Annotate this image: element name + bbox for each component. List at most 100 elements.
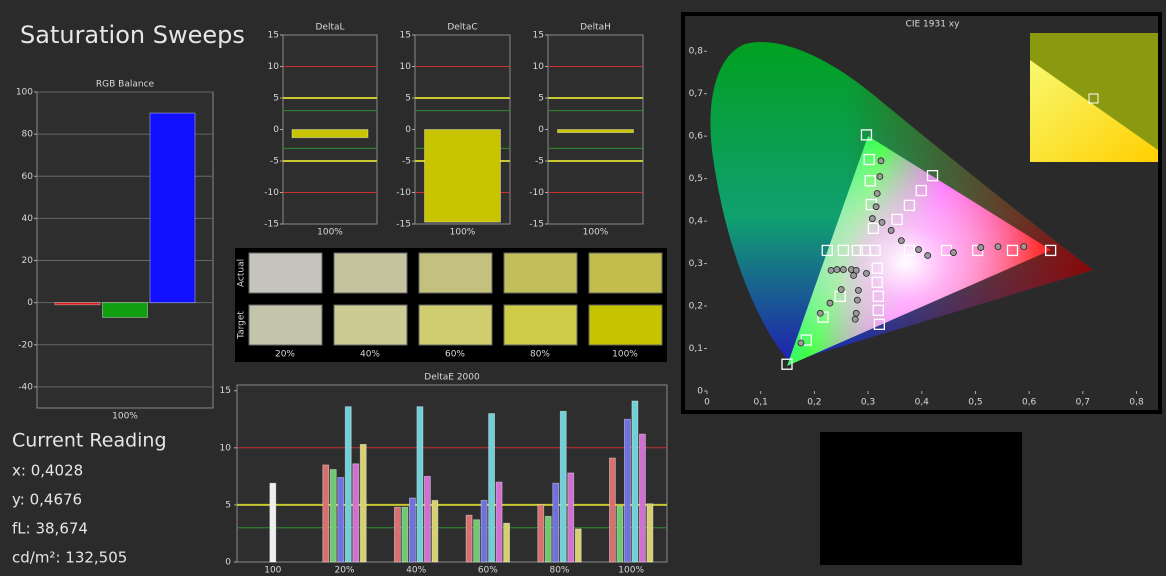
reading-line: cd/m²: 132,505 bbox=[12, 549, 127, 567]
swatch-target bbox=[503, 304, 578, 346]
y-tick-label: -20 bbox=[18, 340, 33, 350]
y-tick-label: 15 bbox=[268, 31, 279, 41]
x-tick-label: 60% bbox=[478, 566, 498, 576]
bar bbox=[344, 406, 352, 563]
chart-title: RGB Balance bbox=[96, 80, 155, 90]
measured-point bbox=[852, 266, 860, 274]
measured-point bbox=[863, 269, 870, 277]
swatch-actual bbox=[418, 252, 493, 294]
swatch-actual bbox=[503, 252, 578, 294]
x-tick-label: 0,5 bbox=[968, 398, 982, 408]
target-point bbox=[851, 244, 863, 257]
y-tick-label: 0 bbox=[27, 298, 33, 308]
target-point bbox=[903, 199, 916, 212]
y-tick-label: -10 bbox=[264, 188, 279, 198]
y-tick-label: -5 bbox=[270, 157, 279, 167]
measured-point bbox=[873, 190, 881, 197]
swatch-label: 60% bbox=[445, 350, 465, 360]
bar bbox=[495, 481, 503, 563]
y-tick-label: 0,3 bbox=[689, 259, 703, 269]
bar bbox=[616, 505, 624, 563]
target-point bbox=[860, 129, 873, 141]
swatch-label: 40% bbox=[360, 350, 380, 360]
x-tick-label: 100% bbox=[450, 228, 476, 238]
bar bbox=[269, 482, 277, 563]
chart-title: DeltaH bbox=[580, 23, 611, 33]
measured-point bbox=[878, 218, 886, 226]
x-tick-label: 0,6 bbox=[1022, 398, 1037, 408]
measured-point bbox=[950, 249, 957, 256]
target-point bbox=[872, 290, 884, 302]
y-tick-label: 15 bbox=[400, 31, 411, 41]
bar bbox=[559, 410, 567, 563]
swatch-label: 100% bbox=[612, 350, 638, 360]
measured-point bbox=[876, 173, 884, 180]
measured-point bbox=[853, 296, 861, 304]
y-tick-label: 60 bbox=[22, 172, 34, 182]
measured-point bbox=[833, 266, 841, 273]
reading-line: fL: 38,674 bbox=[12, 520, 88, 538]
swatch-target bbox=[248, 304, 323, 346]
y-tick-label: 5 bbox=[538, 94, 544, 104]
bar bbox=[609, 457, 616, 563]
measured-point bbox=[887, 227, 895, 234]
bar bbox=[54, 302, 101, 306]
y-tick-label: -5 bbox=[535, 157, 544, 167]
target-point bbox=[864, 175, 876, 187]
y-tick-label: -40 bbox=[18, 382, 33, 392]
x-tick-label: 0,4 bbox=[915, 398, 930, 408]
bar bbox=[322, 464, 330, 563]
y-tick-label: 10 bbox=[400, 62, 412, 72]
target-point bbox=[926, 170, 939, 182]
x-tick-label: 0 bbox=[704, 398, 710, 408]
target-point bbox=[891, 213, 903, 226]
y-tick-label: 0 bbox=[538, 125, 544, 135]
measured-point bbox=[897, 237, 905, 245]
x-tick-label: 0,1 bbox=[754, 398, 768, 408]
target-point bbox=[1044, 244, 1057, 257]
y-tick-label: 10 bbox=[268, 62, 280, 72]
swatch-actual bbox=[248, 252, 323, 294]
measured-point bbox=[850, 272, 857, 279]
measured-point bbox=[1020, 243, 1028, 251]
y-tick-label: -5 bbox=[402, 157, 411, 167]
target-point bbox=[873, 318, 885, 330]
reading-line: x: 0,4028 bbox=[12, 462, 83, 480]
measured-point bbox=[837, 286, 845, 293]
x-tick-label: 80% bbox=[549, 566, 569, 576]
y-tick-label: 0,7 bbox=[689, 89, 703, 99]
bar bbox=[473, 519, 480, 563]
bar bbox=[552, 482, 560, 563]
y-tick-label: 15 bbox=[220, 386, 231, 396]
target-point bbox=[915, 184, 927, 197]
target-point bbox=[837, 244, 850, 257]
bar bbox=[416, 406, 424, 563]
bar bbox=[544, 515, 552, 563]
row-label: Actual bbox=[237, 259, 247, 287]
bar bbox=[359, 443, 367, 563]
target-point bbox=[872, 304, 884, 316]
swatch-actual bbox=[588, 252, 663, 294]
swatch-label: 80% bbox=[530, 350, 550, 360]
bar bbox=[631, 400, 639, 563]
x-tick-label: 20% bbox=[334, 566, 354, 576]
bar bbox=[424, 129, 501, 223]
bar bbox=[639, 433, 646, 563]
measured-point bbox=[977, 244, 985, 251]
measured-point bbox=[877, 157, 885, 165]
bar bbox=[291, 129, 369, 139]
bar bbox=[646, 503, 654, 563]
measured-point bbox=[851, 315, 859, 323]
y-tick-label: 0,4 bbox=[689, 217, 704, 227]
y-tick-label: 0,2 bbox=[689, 302, 703, 312]
y-tick-label: 0,5 bbox=[689, 174, 703, 184]
measured-point bbox=[855, 286, 862, 294]
y-tick-label: 0 bbox=[405, 125, 411, 135]
swatch-label: 20% bbox=[275, 350, 295, 360]
color-preview bbox=[820, 432, 1022, 565]
y-tick-label: -15 bbox=[529, 220, 544, 230]
x-tick-label: 0,2 bbox=[807, 398, 821, 408]
bar bbox=[574, 528, 582, 563]
bar bbox=[424, 475, 431, 563]
